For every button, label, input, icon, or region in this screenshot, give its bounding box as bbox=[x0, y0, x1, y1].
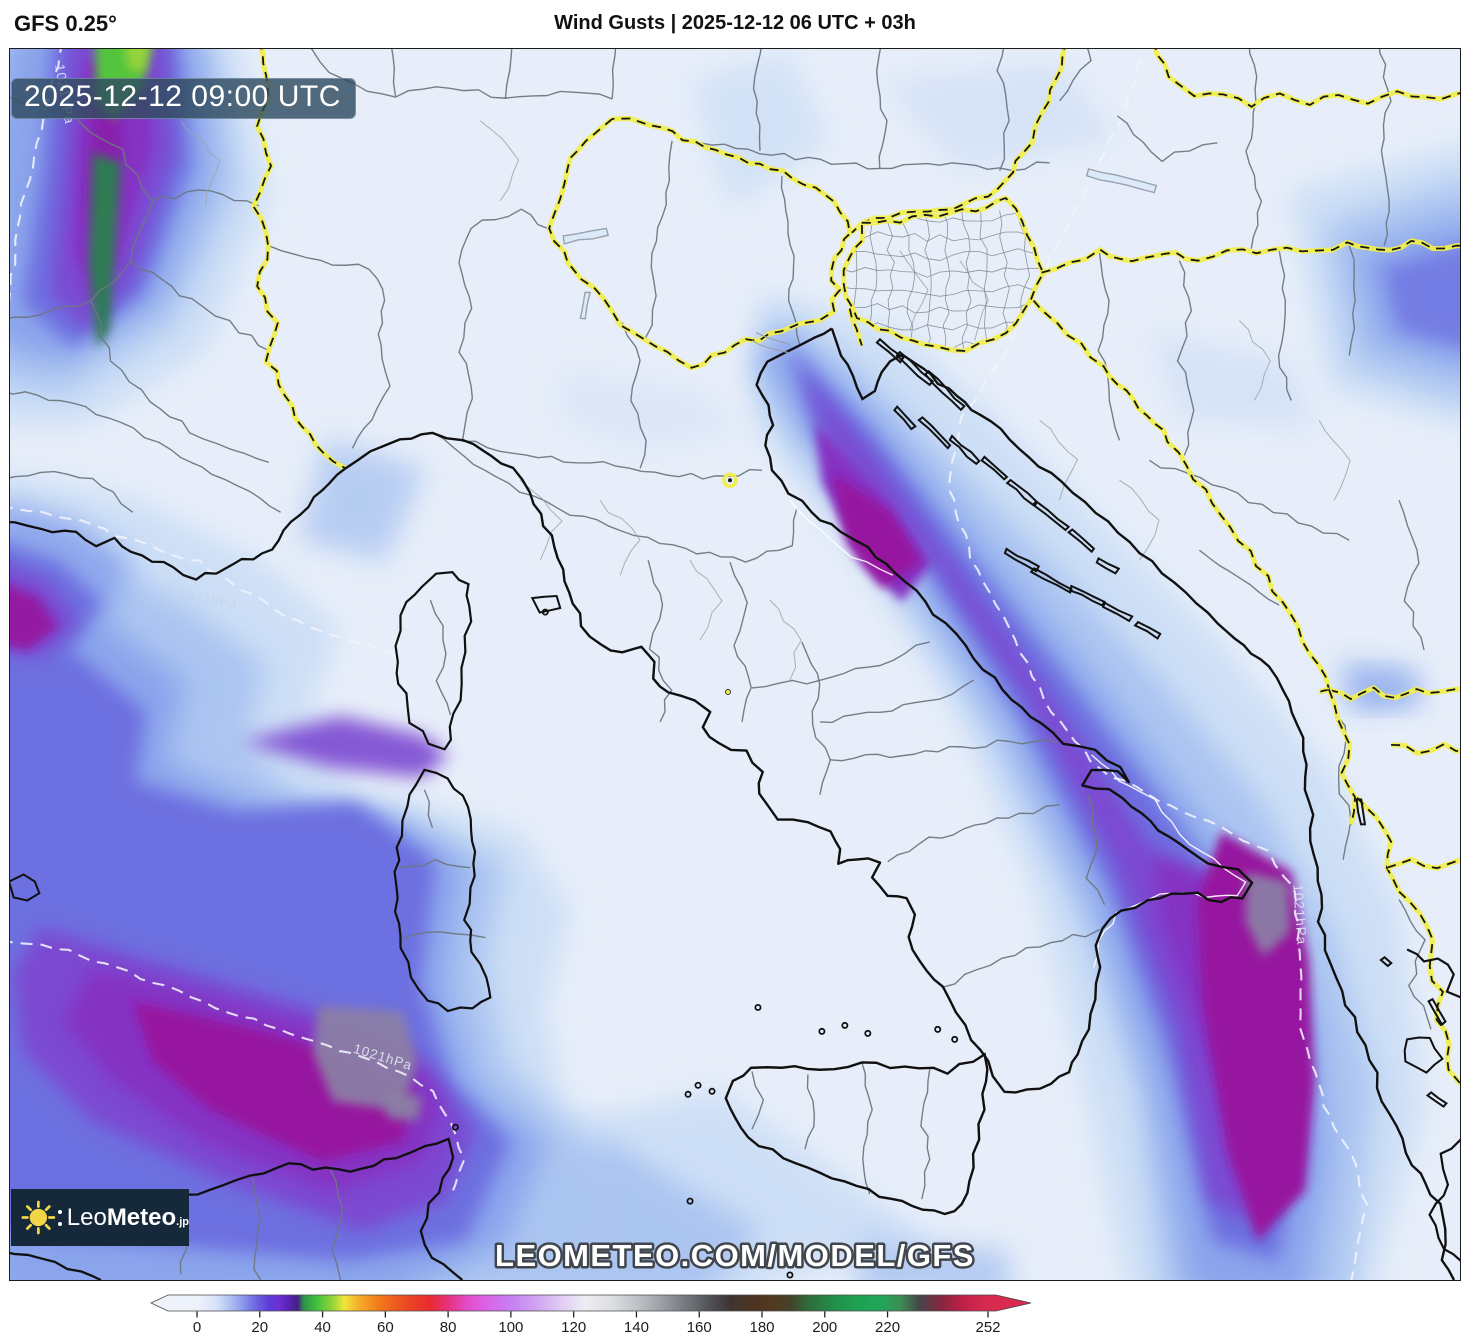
islet-dot bbox=[541, 608, 549, 616]
island-outline bbox=[917, 416, 952, 450]
legend-tick-label: 160 bbox=[687, 1319, 712, 1336]
island-outline bbox=[1067, 528, 1096, 554]
islet-dot bbox=[754, 1003, 762, 1011]
legend-tick-label: 40 bbox=[314, 1319, 331, 1336]
legend-tick-label: 140 bbox=[624, 1319, 649, 1336]
legend-tick-label: 200 bbox=[812, 1319, 837, 1336]
coast-italy bbox=[344, 327, 1254, 1094]
islet-dot bbox=[694, 1081, 702, 1089]
page-title: Wind Gusts | 2025-12-12 06 UTC + 03h bbox=[554, 12, 916, 34]
coast-balkans bbox=[830, 328, 1456, 1280]
legend-tick-label: 220 bbox=[875, 1319, 900, 1336]
coast-elba bbox=[530, 594, 562, 614]
island-outline bbox=[1101, 601, 1134, 623]
san-marino-border bbox=[722, 472, 738, 489]
coastlines bbox=[10, 327, 1460, 1280]
island-outline bbox=[948, 434, 981, 466]
legend-tick-label: 0 bbox=[193, 1319, 201, 1336]
coast-sardinia bbox=[393, 768, 492, 1013]
logo-text: LeoMeteo.jp bbox=[67, 1204, 189, 1232]
timestamp-overlay: 2025-12-12 09:00 UTC bbox=[11, 78, 356, 119]
isobar-label: 1021hPa bbox=[1290, 884, 1309, 946]
island-outline bbox=[893, 405, 917, 431]
island-outline bbox=[1133, 620, 1162, 640]
lake-outline bbox=[579, 291, 591, 320]
logo-meteo: Meteo bbox=[106, 1203, 177, 1231]
islet-dot bbox=[786, 1271, 794, 1279]
logo-suffix: .jp bbox=[176, 1215, 189, 1228]
legend-tick-label: 60 bbox=[377, 1319, 394, 1336]
weather-map: 1021hPa 1021hPa 1021hPa 1021hPa LEOMETEO… bbox=[10, 49, 1460, 1280]
islet-dot bbox=[451, 1123, 459, 1131]
logo-colon-icon bbox=[57, 1207, 62, 1229]
island-outline bbox=[1033, 500, 1071, 532]
island-outline bbox=[1379, 956, 1393, 968]
island-outline bbox=[924, 369, 966, 412]
islet-dot bbox=[818, 1027, 826, 1035]
islet-dot bbox=[841, 1021, 849, 1029]
legend-colorbar: 0 20 40 60 80 100 120 140 160 180 200 220 252 bbox=[150, 1294, 1032, 1336]
logo-leo: Leo bbox=[66, 1203, 107, 1231]
islet-dot bbox=[708, 1087, 716, 1095]
island-outline bbox=[1427, 997, 1447, 1027]
lake-outline bbox=[562, 227, 610, 245]
coast-corsica bbox=[394, 571, 473, 751]
island-outline bbox=[980, 455, 1009, 481]
legend-bar: 0.00 km/h 020406080100120140160180200220… bbox=[0, 1288, 1470, 1337]
island-outline bbox=[1095, 556, 1121, 575]
coast-sicily bbox=[724, 1052, 989, 1216]
legend-tick-label: 252 bbox=[975, 1319, 1000, 1336]
admin-borders bbox=[10, 49, 1432, 1280]
island-outline bbox=[895, 350, 935, 387]
island-outline bbox=[1029, 567, 1073, 594]
leometeo-logo: LeoMeteo.jp bbox=[11, 1189, 189, 1246]
islet-dot bbox=[951, 1035, 959, 1043]
legend-tick-label: 80 bbox=[440, 1319, 457, 1336]
island-outline bbox=[1425, 1091, 1448, 1108]
island-outline bbox=[1355, 798, 1367, 826]
model-label: GFS 0.25° bbox=[14, 11, 117, 36]
watermark: LEOMETEO.COM/MODEL/GFS bbox=[495, 1238, 975, 1273]
legend-gradient-bar bbox=[150, 1294, 1032, 1312]
legend-tick-label: 100 bbox=[498, 1319, 523, 1336]
island-outline bbox=[1003, 547, 1041, 573]
sun-icon bbox=[21, 1200, 56, 1235]
legend-tick-label: 180 bbox=[749, 1319, 774, 1336]
lake-outline bbox=[1085, 168, 1158, 194]
island-outline bbox=[1005, 478, 1038, 507]
island-outline bbox=[875, 337, 905, 364]
legend-ticks: 0 20 40 60 80 100 120 140 160 180 200 220 252 bbox=[193, 1311, 1001, 1336]
header-bar: GFS 0.25° Wind Gusts | 2025-12-12 06 UTC… bbox=[0, 0, 1470, 48]
map-frame: 1021hPa 1021hPa 1021hPa 1021hPa LEOMETEO… bbox=[9, 48, 1461, 1281]
islet-dot bbox=[684, 1090, 692, 1098]
lakes bbox=[562, 168, 1158, 354]
legend-tick-label: 20 bbox=[251, 1319, 268, 1336]
islet-dot bbox=[864, 1029, 872, 1037]
country-borders bbox=[250, 49, 1460, 1086]
islet-dot bbox=[686, 1197, 694, 1205]
slovenia-mesh bbox=[843, 210, 1042, 349]
legend-tick-label: 120 bbox=[561, 1319, 586, 1336]
islet-dot bbox=[934, 1025, 942, 1033]
wind-field bbox=[10, 49, 1460, 1280]
coast-france bbox=[10, 467, 347, 581]
coast-greece bbox=[1406, 948, 1460, 999]
vatican-border bbox=[725, 689, 731, 695]
